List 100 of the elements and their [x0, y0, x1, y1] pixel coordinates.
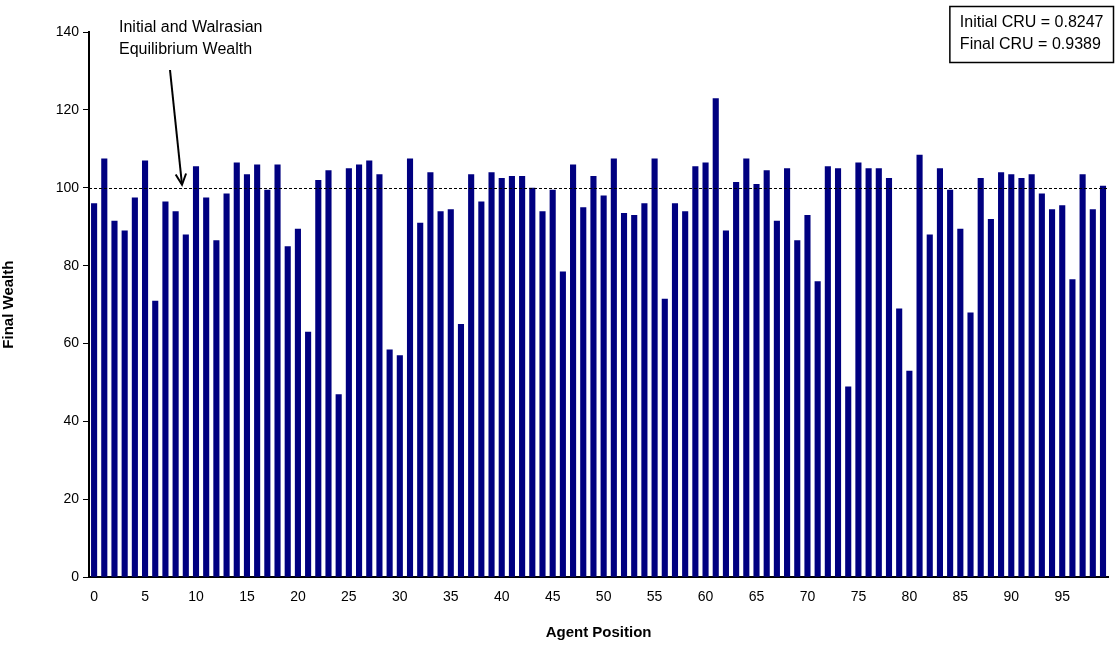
x-tick-label: 90	[1003, 588, 1020, 605]
bar	[967, 312, 974, 577]
x-tick-label: 30	[392, 588, 408, 605]
x-tick-label: 55	[646, 588, 663, 605]
x-tick-label: 85	[952, 588, 969, 605]
bar	[254, 164, 261, 577]
x-tick-label: 15	[239, 588, 255, 605]
bar	[417, 222, 424, 577]
bar	[366, 160, 373, 577]
bar	[437, 211, 444, 577]
bar	[498, 178, 505, 577]
y-tick-label: 80	[63, 256, 80, 273]
x-tick-label: 80	[901, 588, 918, 605]
x-tick-label: 10	[188, 588, 204, 605]
x-tick-label: 40	[493, 588, 510, 605]
bar	[814, 281, 821, 577]
bar	[957, 228, 964, 577]
bar	[987, 218, 994, 577]
bar	[610, 158, 617, 577]
x-tick-label: 70	[799, 588, 816, 605]
bar	[203, 197, 210, 577]
bar	[631, 215, 638, 577]
y-tick-label: 40	[63, 412, 80, 429]
annotation: Initial CRU = 0.8247 Final CRU = 0.9389	[959, 12, 1104, 52]
bar	[702, 162, 709, 577]
bar	[824, 166, 831, 577]
x-tick-label: 45	[544, 588, 561, 605]
bar	[947, 189, 954, 577]
y-tick-label: 20	[63, 490, 80, 507]
x-tick-label: 65	[748, 588, 765, 605]
bar	[580, 207, 587, 577]
bar	[192, 166, 200, 577]
bar	[152, 300, 159, 577]
bar	[539, 211, 546, 577]
bar	[284, 246, 291, 577]
bar	[998, 172, 1005, 577]
bar	[131, 197, 138, 577]
bar	[305, 331, 312, 577]
ref-line-label: Initial and Walrasian Equilibrium Wealth	[119, 18, 263, 58]
bar	[91, 203, 98, 577]
bar	[356, 164, 363, 577]
bar	[1069, 279, 1076, 577]
bar	[549, 189, 556, 577]
bar	[121, 230, 128, 577]
bar	[396, 355, 403, 577]
x-tick-label: 5	[141, 588, 150, 605]
y-tick-label: 120	[55, 100, 80, 117]
bar	[712, 98, 719, 577]
y-tick-label: 100	[55, 178, 80, 195]
bar	[855, 162, 862, 577]
bar	[478, 201, 485, 577]
bar	[386, 349, 393, 577]
bar	[692, 166, 699, 577]
bar	[753, 183, 760, 577]
bar	[977, 178, 984, 577]
y-tick-label: 140	[55, 22, 80, 39]
x-tick-label: 25	[341, 588, 357, 605]
bar	[243, 174, 251, 577]
bar	[651, 158, 658, 577]
bar	[926, 234, 933, 577]
bar	[763, 170, 770, 577]
bar	[916, 154, 923, 577]
bar	[294, 228, 301, 577]
bar	[743, 158, 750, 577]
bar	[590, 176, 597, 577]
bar	[804, 215, 811, 577]
bar	[600, 195, 607, 577]
bar	[457, 324, 465, 577]
y-tick-label: 0	[71, 568, 80, 585]
bar	[1089, 209, 1096, 577]
bar	[794, 240, 801, 577]
x-tick-label: 0	[90, 588, 99, 605]
bar	[427, 172, 434, 577]
bar	[1008, 174, 1015, 577]
bar	[620, 213, 628, 577]
bar	[936, 168, 943, 577]
bar	[875, 168, 882, 577]
bar	[213, 240, 220, 577]
bar	[468, 174, 475, 577]
bar	[141, 160, 149, 577]
bar	[264, 189, 271, 577]
bar	[722, 230, 729, 577]
bar	[773, 220, 780, 577]
x-tick-label: 20	[290, 588, 306, 605]
bar	[671, 203, 679, 577]
bar	[834, 168, 842, 577]
x-tick-label: 60	[697, 588, 714, 605]
bar	[896, 308, 903, 577]
bar	[865, 168, 872, 577]
x-tick-label: 50	[595, 588, 612, 605]
bar	[559, 271, 566, 577]
bar	[733, 181, 740, 577]
bar	[845, 386, 852, 577]
bar	[1099, 185, 1107, 577]
bar	[315, 179, 322, 577]
bar	[162, 201, 169, 577]
bar	[447, 209, 454, 577]
bar	[182, 234, 189, 577]
bar	[1079, 174, 1086, 577]
x-tick-label: 35	[442, 588, 459, 605]
